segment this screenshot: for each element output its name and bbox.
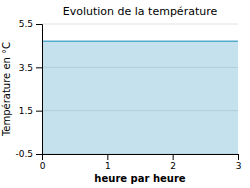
tick: 2 bbox=[170, 154, 176, 171]
y-label: Température en °C bbox=[1, 42, 12, 137]
tick-mark bbox=[36, 67, 42, 68]
tick-label: 1.5 bbox=[19, 106, 33, 116]
x-label: heure par heure bbox=[94, 173, 185, 184]
line bbox=[42, 41, 238, 43]
marks bbox=[42, 41, 238, 154]
title: Evolution de la température bbox=[63, 5, 218, 18]
tick: 3.5 bbox=[19, 63, 42, 73]
chart: 0 1 2 3 -0.5 1.5 3.5 5.5 Evolution de la tempéra… bbox=[0, 0, 250, 188]
tick-mark bbox=[238, 154, 239, 160]
grid bbox=[42, 24, 238, 154]
grid-line bbox=[42, 24, 238, 25]
plot: 0 1 2 3 -0.5 1.5 3.5 5.5 bbox=[15, 19, 241, 171]
tick-label: 3 bbox=[236, 161, 242, 171]
tick-mark bbox=[107, 154, 108, 160]
tick-label: 3.5 bbox=[19, 63, 33, 73]
tick-label: -0.5 bbox=[15, 149, 33, 159]
area bbox=[42, 41, 238, 154]
tick-label: 2 bbox=[170, 161, 176, 171]
tick: 1 bbox=[105, 154, 111, 171]
y-axis: -0.5 1.5 3.5 5.5 bbox=[15, 19, 42, 159]
x-axis: 0 1 2 3 bbox=[40, 154, 242, 171]
tick: -0.5 bbox=[15, 149, 42, 159]
tick-label: 0 bbox=[40, 161, 46, 171]
tick: 5.5 bbox=[19, 19, 42, 29]
tick-mark bbox=[173, 154, 174, 160]
tick: 0 bbox=[40, 154, 46, 171]
tick-label: 1 bbox=[105, 161, 111, 171]
tick-label: 5.5 bbox=[19, 19, 33, 29]
tick-mark bbox=[36, 111, 42, 112]
tick: 3 bbox=[236, 154, 242, 171]
tick: 1.5 bbox=[19, 106, 42, 116]
axis-line bbox=[36, 25, 43, 155]
axis-line bbox=[43, 155, 239, 161]
tick-mark bbox=[36, 24, 42, 25]
tick-mark bbox=[36, 154, 42, 155]
